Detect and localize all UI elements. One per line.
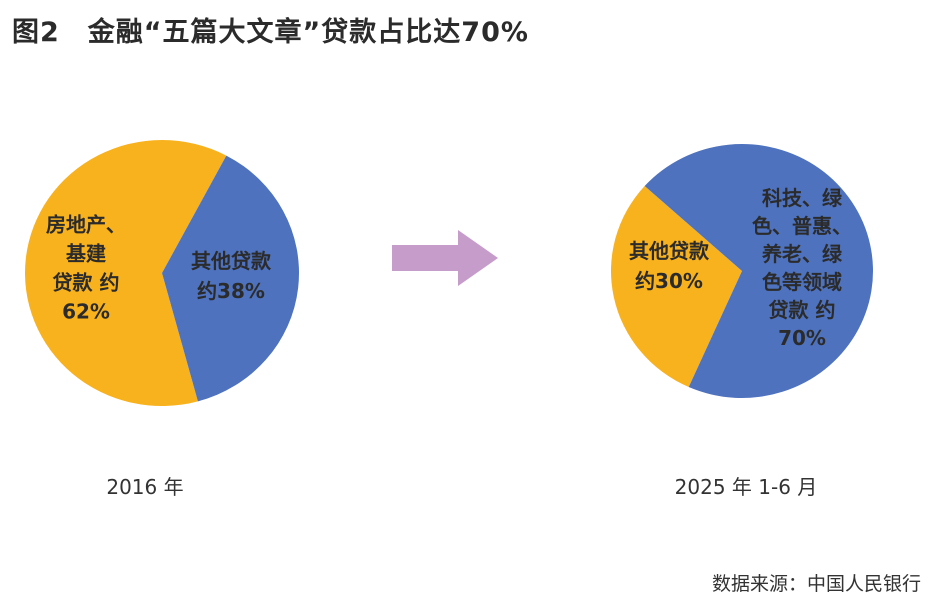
pie-label-line: 房地产、 (46, 213, 126, 237)
pie-label-line: 其他贷款 (629, 239, 710, 263)
pie-label-line: 70% (778, 326, 826, 350)
pie-label-line: 基建 (66, 242, 106, 266)
pie-label-line: 其他贷款 (191, 249, 272, 273)
pie-label-line: 62% (62, 300, 110, 324)
pie-2025-slice-five-articles (644, 143, 874, 398)
period-label-2025: 2025 年 1-6 月 (675, 475, 818, 499)
pie-2016-slice-real-estate (25, 140, 227, 407)
pie-label-line: 养老、绿 (761, 242, 843, 266)
pie-2025-slice-other (611, 186, 742, 388)
pie-2025: 其他贷款约30% 科技、绿色、普惠、养老、绿色等领域贷款 约 70% (611, 143, 874, 398)
pie-2025-label-other: 其他贷款约30% (629, 239, 710, 293)
right-arrow-icon (392, 230, 498, 286)
pie-2016-label-real-estate: 房地产、基建贷款 约 62% (46, 213, 126, 324)
pie-2016-label-other: 其他贷款约38% (191, 249, 272, 303)
pie-2025-label-five-articles: 科技、绿色、普惠、养老、绿色等领域贷款 约 70% (752, 186, 852, 350)
figure-title-text: 金融“五篇大文章”贷款占比达70% (87, 17, 529, 48)
pie-label-line: 贷款 约 (769, 298, 836, 322)
pie-2016-slice-other (162, 155, 300, 402)
pie-label-line: 约38% (197, 279, 265, 303)
period-label-2016: 2016 年 (106, 475, 183, 499)
figure-number: 图2 (12, 17, 60, 48)
source-note: 数据来源：中国人民银行 (711, 573, 921, 595)
pie-label-line: 贷款 约 (53, 271, 120, 295)
pie-label-line: 科技、绿 (762, 186, 843, 210)
pie-2016: 房地产、基建贷款 约 62% 其他贷款约38% (25, 140, 300, 407)
pie-label-line: 色、普惠、 (752, 214, 852, 238)
figure-title: 图2 金融“五篇大文章”贷款占比达70% (12, 10, 529, 49)
pie-label-line: 约30% (635, 269, 703, 293)
pie-label-line: 色等领域 (762, 270, 842, 294)
